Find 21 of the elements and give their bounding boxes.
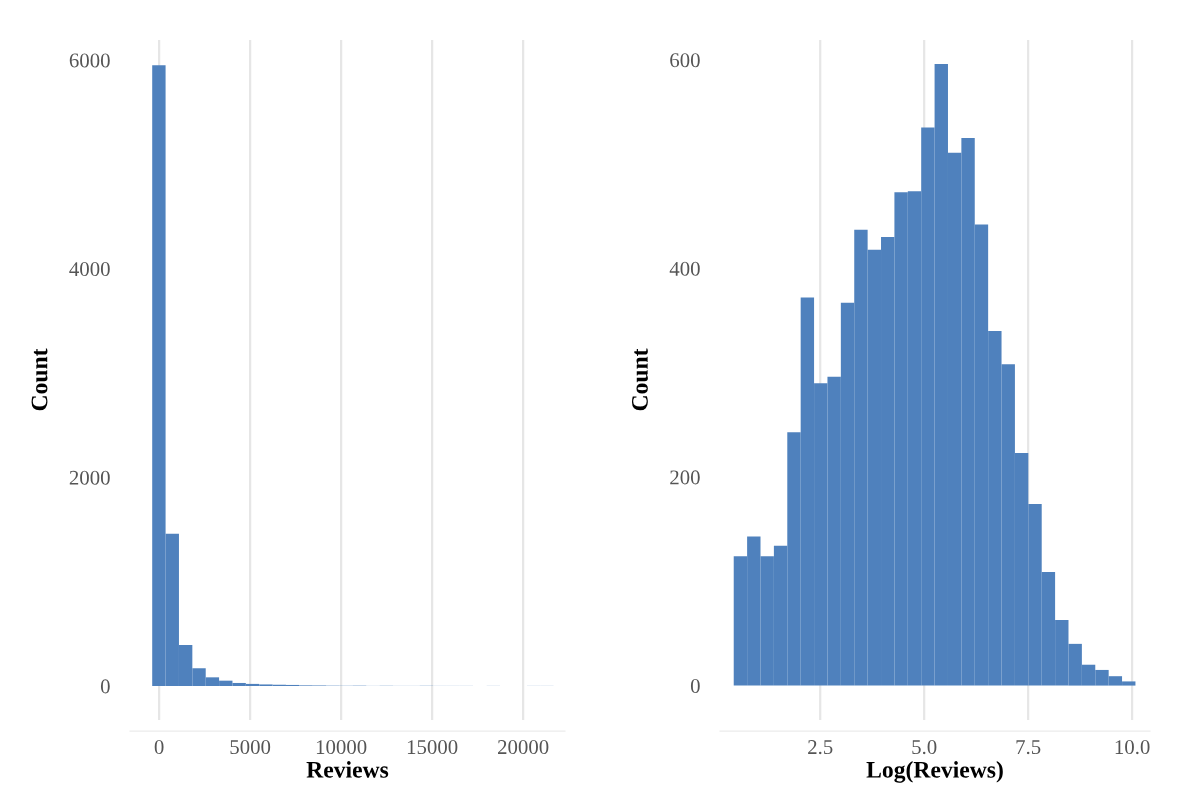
y-tick-label: 4000 — [69, 262, 110, 277]
y-tick-label: 0 — [100, 679, 110, 694]
y-axis-title: Count — [31, 348, 48, 411]
x-tick-label: 10.0 — [1115, 740, 1150, 755]
y-tick-label: 6000 — [69, 53, 110, 68]
x-tick-label: 0 — [154, 740, 164, 755]
x-tick-label: 20000 — [498, 740, 549, 755]
x-axis-title: Reviews — [306, 761, 389, 778]
y-tick-label: 2000 — [69, 470, 110, 485]
x-axis-title: Log(Reviews) — [866, 761, 1003, 783]
x-tick-label: 5.0 — [912, 740, 937, 755]
y-tick-label: 400 — [669, 261, 700, 276]
x-tick-label: 5000 — [230, 740, 271, 755]
y-tick-label: 600 — [670, 53, 700, 68]
y-axis-title: Count — [631, 348, 648, 411]
x-tick-label: 2.5 — [808, 740, 833, 755]
y-tick-label: 200 — [670, 470, 700, 485]
x-tick-label: 10000 — [316, 740, 367, 755]
y-tick-label: 0 — [690, 678, 700, 694]
x-tick-label: 15000 — [407, 740, 458, 755]
x-tick-label: 7.5 — [1016, 740, 1041, 755]
